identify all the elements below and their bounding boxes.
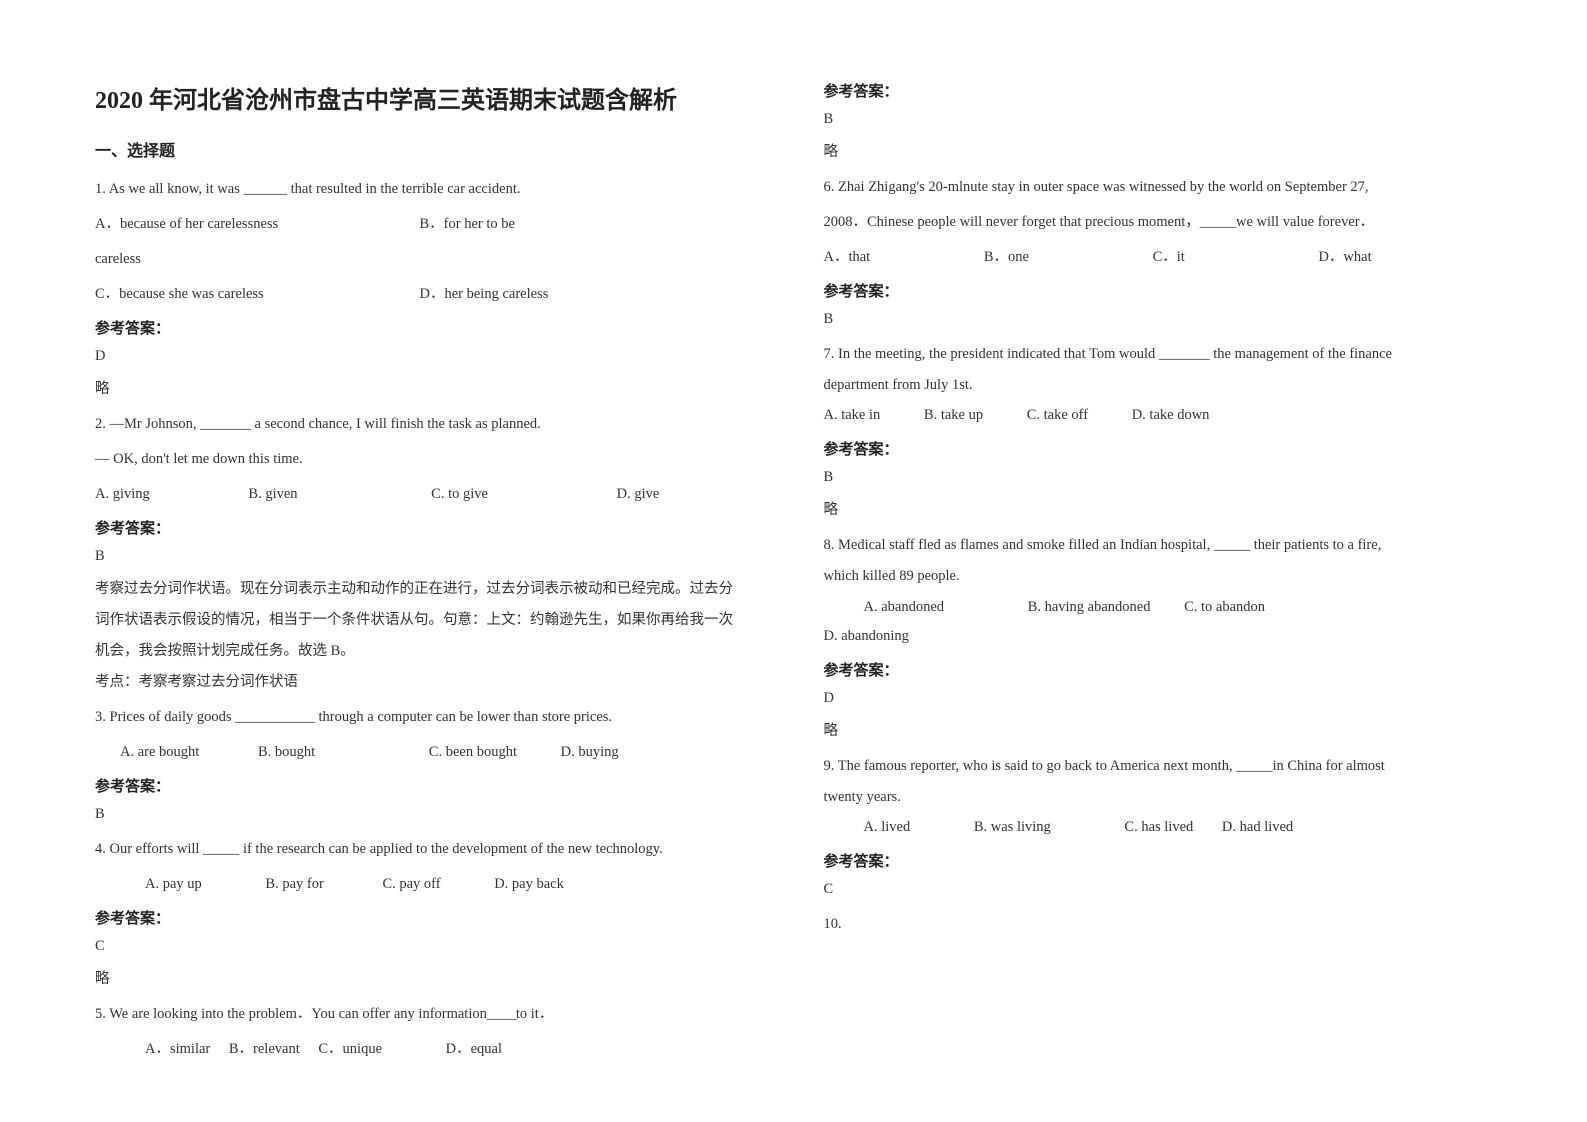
q4-brief: 略 bbox=[95, 965, 764, 994]
q3-ans-label: 参考答案： bbox=[95, 775, 764, 796]
q6-opt-a: A．that bbox=[824, 243, 871, 272]
q6-ans: B bbox=[824, 305, 1493, 334]
q10-text: 10. bbox=[824, 910, 1493, 939]
q1-opt-a: A．because of her carelessness bbox=[95, 210, 416, 239]
q5-opt-b: B．relevant bbox=[229, 1035, 300, 1064]
q6-options: A．that B．one C．it D．what bbox=[824, 243, 1493, 272]
q8-options: A. abandoned B. having abandoned C. to a… bbox=[824, 593, 1493, 651]
q4-opt-d: D. pay back bbox=[494, 870, 564, 899]
q9-options: A. lived B. was living C. has lived D. h… bbox=[824, 813, 1493, 842]
q6-opt-d: D．what bbox=[1318, 243, 1371, 272]
page-title: 2020 年河北省沧州市盘古中学高三英语期末试题含解析 bbox=[95, 80, 764, 115]
q5-opt-c: C．unique bbox=[318, 1035, 382, 1064]
q8-opt-c: C. to abandon bbox=[1184, 593, 1265, 622]
q9-opt-a: A. lived bbox=[864, 813, 911, 842]
q8-opt-a: A. abandoned bbox=[864, 593, 945, 622]
q2-opt-d: D. give bbox=[617, 480, 660, 509]
q4-options: A. pay up B. pay for C. pay off D. pay b… bbox=[120, 870, 764, 899]
q8-opt-d: D. abandoning bbox=[824, 622, 909, 651]
q6-opt-c: C．it bbox=[1153, 243, 1185, 272]
q1-options-row2: C．because she was careless D．her being c… bbox=[95, 280, 764, 309]
q2-expl3: 机会，我会按照计划完成任务。故选 B。 bbox=[95, 637, 764, 666]
q1-options-row1: A．because of her carelessness B．for her … bbox=[95, 210, 764, 239]
q1-opt-d: D．her being careless bbox=[420, 280, 741, 309]
q2-opt-c: C. to give bbox=[431, 480, 488, 509]
q3-opt-b: B. bought bbox=[258, 738, 315, 767]
q2-text: 2. —Mr Johnson, _______ a second chance,… bbox=[95, 410, 764, 439]
q7-text1: 7. In the meeting, the president indicat… bbox=[824, 340, 1493, 369]
q2-opt-b: B. given bbox=[248, 480, 297, 509]
q5-brief: 略 bbox=[824, 138, 1493, 167]
q5-options: A．similar B．relevant C．unique D．equal bbox=[120, 1035, 764, 1064]
q7-opt-c: C. take off bbox=[1027, 401, 1088, 430]
q4-opt-c: C. pay off bbox=[382, 870, 440, 899]
q3-ans: B bbox=[95, 800, 764, 829]
q4-opt-b: B. pay for bbox=[265, 870, 323, 899]
q9-ans: C bbox=[824, 875, 1493, 904]
q5-ans: B bbox=[824, 105, 1493, 134]
q1-brief: 略 bbox=[95, 375, 764, 404]
q4-text: 4. Our efforts will _____ if the researc… bbox=[95, 835, 764, 864]
q2-expl4: 考点：考察考察过去分词作状语 bbox=[95, 668, 764, 697]
q8-ans: D bbox=[824, 684, 1493, 713]
q1-opt-b: B．for her to be bbox=[420, 210, 741, 239]
q7-opt-b: B. take up bbox=[924, 401, 983, 430]
q1-ans-label: 参考答案： bbox=[95, 317, 764, 338]
q2-ans-label: 参考答案： bbox=[95, 517, 764, 538]
q5-ans-label: 参考答案： bbox=[824, 80, 1493, 101]
q6-text2: 2008．Chinese people will never forget th… bbox=[824, 208, 1493, 237]
q3-opt-a: A. are bought bbox=[120, 738, 199, 767]
q8-text2: which killed 89 people. bbox=[824, 566, 1493, 586]
q9-opt-b: B. was living bbox=[974, 813, 1051, 842]
q9-text2: twenty years. bbox=[824, 787, 1493, 807]
q2-expl1: 考察过去分词作状语。现在分词表示主动和动作的正在进行，过去分词表示被动和已经完成… bbox=[95, 575, 764, 604]
q3-options: A. are bought B. bought C. been bought D… bbox=[120, 738, 764, 767]
q2-text2: — OK, don't let me down this time. bbox=[95, 445, 764, 474]
q8-ans-label: 参考答案： bbox=[824, 659, 1493, 680]
q7-ans-label: 参考答案： bbox=[824, 438, 1493, 459]
q1-ans: D bbox=[95, 342, 764, 371]
q2-options: A. giving B. given C. to give D. give bbox=[95, 480, 764, 509]
q4-opt-a: A. pay up bbox=[145, 870, 202, 899]
q5-text: 5. We are looking into the problem．You c… bbox=[95, 1000, 764, 1029]
q7-options: A. take in B. take up C. take off D. tak… bbox=[824, 401, 1493, 430]
q3-opt-d: D. buying bbox=[561, 738, 619, 767]
section-choice-header: 一、选择题 bbox=[95, 137, 764, 161]
q9-text1: 9. The famous reporter, who is said to g… bbox=[824, 752, 1493, 781]
q9-opt-c: C. has lived bbox=[1124, 813, 1193, 842]
q6-text1: 6. Zhai Zhigang's 20-mlnute stay in oute… bbox=[824, 173, 1493, 202]
q3-opt-c: C. been bought bbox=[429, 738, 517, 767]
q7-brief: 略 bbox=[824, 496, 1493, 525]
q1-text: 1. As we all know, it was ______ that re… bbox=[95, 175, 764, 204]
q6-ans-label: 参考答案： bbox=[824, 280, 1493, 301]
q4-ans: C bbox=[95, 932, 764, 961]
q8-opt-b: B. having abandoned bbox=[1028, 593, 1151, 622]
q3-text: 3. Prices of daily goods ___________ thr… bbox=[95, 703, 764, 732]
q6-opt-b: B．one bbox=[984, 243, 1029, 272]
exam-page: 2020 年河北省沧州市盘古中学高三英语期末试题含解析 一、选择题 1. As … bbox=[0, 0, 1587, 1122]
q2-expl2: 词作状语表示假设的情况，相当于一个条件状语从句。句意：上文：约翰逊先生，如果你再… bbox=[95, 606, 764, 635]
q5-opt-a: A．similar bbox=[145, 1035, 210, 1064]
q1-opt-c: C．because she was careless bbox=[95, 280, 416, 309]
q8-brief: 略 bbox=[824, 717, 1493, 746]
q7-opt-d: D. take down bbox=[1132, 401, 1210, 430]
q7-opt-a: A. take in bbox=[824, 401, 881, 430]
q7-text2: department from July 1st. bbox=[824, 375, 1493, 395]
q4-ans-label: 参考答案： bbox=[95, 907, 764, 928]
q1-careless: careless bbox=[95, 245, 764, 274]
q9-ans-label: 参考答案： bbox=[824, 850, 1493, 871]
q2-opt-a: A. giving bbox=[95, 480, 150, 509]
q8-text1: 8. Medical staff fled as flames and smok… bbox=[824, 531, 1493, 560]
q9-opt-d: D. had lived bbox=[1222, 813, 1293, 842]
q2-ans: B bbox=[95, 542, 764, 571]
q5-opt-d: D．equal bbox=[446, 1035, 502, 1064]
q7-ans: B bbox=[824, 463, 1493, 492]
